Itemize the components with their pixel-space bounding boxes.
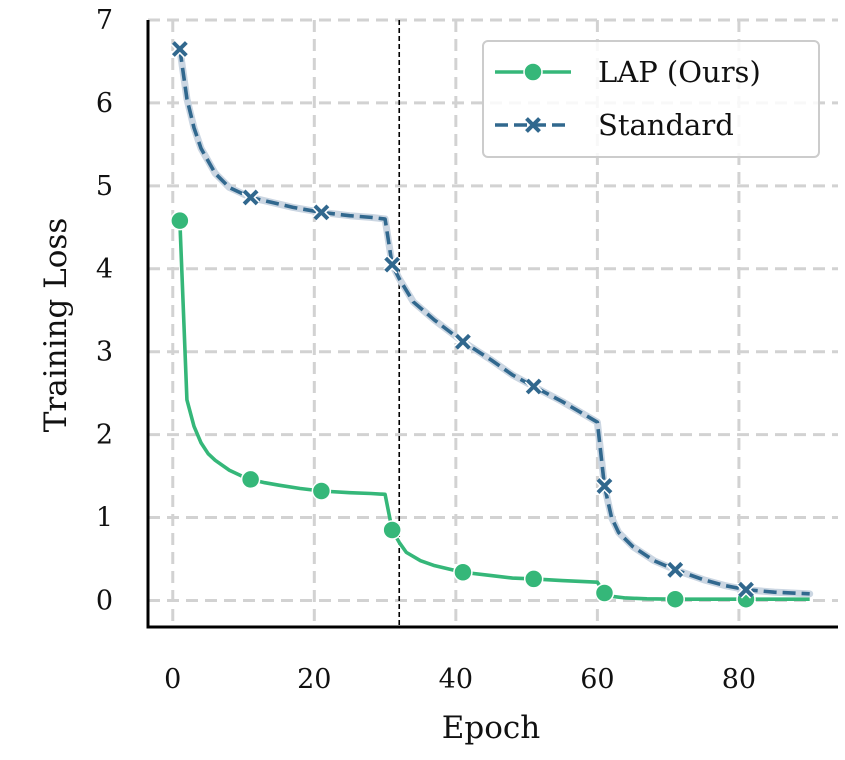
data-point — [666, 560, 685, 579]
data-point — [170, 210, 190, 231]
data-point-stroke — [596, 478, 613, 494]
series-line — [178, 220, 810, 602]
legend-item: Standard — [495, 108, 734, 142]
data-point-stroke — [171, 41, 188, 57]
x-tick-label: 80 — [722, 664, 756, 695]
axes — [146, 20, 838, 629]
y-tick-label: 1 — [96, 503, 113, 534]
y-tick-label: 4 — [96, 254, 113, 285]
y-tick-label: 0 — [96, 585, 113, 616]
data-point — [240, 469, 261, 490]
legend-label: LAP (Ours) — [598, 55, 761, 89]
data-point — [453, 562, 473, 583]
series-line — [178, 48, 810, 596]
tick-labels: 0 20 40 60 80 0 1 2 3 4 5 6 7 — [96, 5, 756, 695]
data-point-stroke — [455, 333, 471, 350]
data-point — [737, 580, 755, 599]
data-point-stroke — [384, 256, 401, 273]
data-point — [311, 481, 332, 501]
legend-marker — [523, 62, 543, 82]
legend-item: LAP (Ours) — [495, 55, 761, 89]
legend: LAP (Ours) Standard — [482, 40, 820, 158]
data-point — [595, 477, 614, 496]
data-point-stroke — [738, 581, 754, 598]
data-point — [523, 569, 544, 589]
data-point-stroke — [313, 204, 330, 221]
x-tick-label: 20 — [297, 664, 331, 695]
y-tick-label: 3 — [96, 337, 113, 368]
y-tick-label: 6 — [96, 88, 113, 119]
y-tick-label: 2 — [96, 420, 113, 451]
x-tick-label: 60 — [580, 664, 614, 695]
data-point — [665, 589, 685, 609]
data-point — [241, 188, 260, 207]
y-axis-title: Training Loss — [38, 218, 74, 433]
legend-label: Standard — [598, 108, 734, 142]
x-tick-label: 40 — [439, 664, 473, 695]
series-group — [170, 40, 814, 609]
series-lap — [170, 210, 810, 609]
legend-marker — [525, 117, 541, 133]
data-point — [170, 40, 189, 58]
data-point-stroke — [667, 561, 684, 578]
data-point — [383, 255, 402, 274]
x-axis-title: Epoch — [442, 710, 540, 746]
y-tick-label: 7 — [96, 5, 113, 36]
data-point-stroke — [242, 189, 259, 206]
data-point — [524, 377, 543, 396]
data-point — [453, 332, 472, 351]
legend-box — [482, 40, 820, 158]
data-point — [594, 583, 615, 603]
series-standard — [170, 40, 814, 599]
y-tick-label: 5 — [96, 171, 113, 202]
x-tick-label: 0 — [164, 664, 181, 695]
data-point — [312, 203, 331, 222]
data-point — [382, 520, 402, 540]
data-point-stroke — [525, 378, 542, 395]
